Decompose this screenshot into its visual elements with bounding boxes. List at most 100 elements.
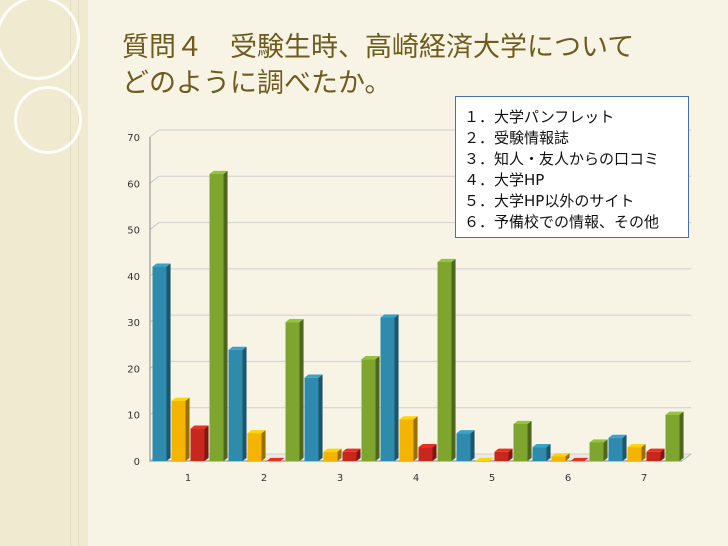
- bar-side: [318, 374, 323, 461]
- bar: [228, 349, 243, 461]
- bar-top: [665, 411, 684, 415]
- legend-item-6: ６．予備校での情報、その他: [464, 213, 660, 231]
- x-tick-label: 2: [261, 473, 267, 484]
- bar: [304, 377, 319, 461]
- bar: [209, 174, 224, 461]
- bar-side: [527, 420, 532, 461]
- bar-side: [641, 443, 646, 461]
- bar: [152, 266, 167, 461]
- bar-top: [228, 346, 247, 350]
- bar-top: [456, 430, 475, 434]
- x-tick-label: 4: [413, 473, 419, 484]
- bar-top: [380, 314, 399, 318]
- bar-side: [603, 439, 608, 461]
- bar-top: [323, 448, 342, 452]
- y-tick-label: 30: [127, 318, 140, 329]
- bar-side: [185, 397, 190, 461]
- bar: [532, 447, 547, 461]
- y-tick-label: 70: [127, 133, 140, 144]
- bar-top: [513, 420, 532, 424]
- bar-top: [399, 416, 418, 420]
- bar-side: [508, 448, 513, 461]
- bar: [323, 451, 338, 461]
- bar: [418, 447, 433, 461]
- bar-top: [285, 318, 304, 323]
- bar-side: [679, 411, 684, 461]
- slide-title: 質問４ 受験生時、高崎経済大学について どのように調べたか。: [122, 30, 722, 102]
- bar-side: [660, 448, 665, 461]
- bar-side: [413, 416, 418, 461]
- bar-top: [247, 430, 266, 434]
- legend-item-5: ５．大学HP以外のサイト: [464, 192, 635, 210]
- bar-side: [337, 448, 342, 461]
- bar-top: [646, 448, 665, 452]
- bar: [285, 322, 300, 461]
- bar-side: [223, 170, 228, 461]
- bar: [380, 317, 395, 461]
- bar-top: [361, 356, 380, 360]
- title-line-2: どのように調べたか。: [122, 68, 392, 99]
- y-tick-label: 40: [127, 272, 140, 283]
- bar-top: [152, 263, 171, 267]
- bar: [437, 261, 452, 461]
- bar: [513, 423, 528, 461]
- x-tick-label: 7: [641, 473, 647, 484]
- bar-side: [565, 453, 570, 461]
- bar-side: [299, 318, 304, 461]
- bar-side: [546, 443, 551, 461]
- bar: [361, 359, 376, 461]
- bar-top: [342, 448, 361, 452]
- bar: [608, 437, 623, 461]
- bar-side: [204, 425, 209, 461]
- legend-item-1: １．大学パンフレット: [464, 108, 615, 126]
- y-tick-label: 20: [127, 364, 140, 375]
- bar: [399, 419, 414, 461]
- bar: [247, 433, 262, 461]
- decorative-ring: [0, 0, 80, 80]
- bar-top: [494, 448, 513, 452]
- bar-top: [266, 457, 285, 461]
- bar: [551, 456, 566, 461]
- bar-top: [589, 439, 608, 443]
- bar: [646, 451, 661, 461]
- x-tick-label: 3: [337, 473, 343, 484]
- title-line-1: 質問４ 受験生時、高崎経済大学について: [122, 32, 635, 63]
- bar: [190, 428, 205, 461]
- bar: [171, 400, 186, 461]
- bar-top: [475, 457, 494, 461]
- bar-side: [432, 443, 437, 461]
- gridline-depth: [149, 129, 160, 138]
- decorative-ring: [14, 86, 82, 154]
- bar-side: [394, 314, 399, 461]
- y-tick-label: 50: [127, 226, 140, 237]
- y-tick-label: 60: [127, 179, 140, 190]
- bar-top: [627, 443, 646, 448]
- bar-side: [242, 346, 247, 461]
- chart-legend: １．大学パンフレット ２．受験情報誌 ３．知人・友人からの口コミ ４．大学HP …: [455, 96, 689, 238]
- bar-top: [209, 170, 228, 175]
- bar-top: [608, 434, 627, 438]
- bar-side: [261, 430, 266, 461]
- legend-item-2: ２．受験情報誌: [464, 129, 570, 147]
- bar-top: [437, 258, 456, 262]
- bar-side: [356, 448, 361, 461]
- gridline-depth: [149, 222, 160, 230]
- y-tick-label: 10: [127, 411, 140, 422]
- decorative-line: [78, 0, 79, 546]
- bar: [665, 414, 680, 461]
- x-tick-label: 1: [185, 473, 191, 484]
- y-tick-label: 0: [134, 457, 140, 468]
- bar-top: [171, 397, 190, 401]
- gridline-depth: [149, 175, 160, 184]
- bar-top: [532, 443, 551, 448]
- bar: [494, 451, 509, 461]
- bar-top: [570, 457, 589, 461]
- bar-side: [166, 263, 171, 461]
- x-tick-label: 6: [565, 473, 571, 484]
- x-tick-label: 5: [489, 473, 495, 484]
- bar-top: [304, 374, 323, 378]
- bar-top: [418, 443, 437, 448]
- bar-side: [470, 430, 475, 461]
- bar-top: [551, 453, 570, 457]
